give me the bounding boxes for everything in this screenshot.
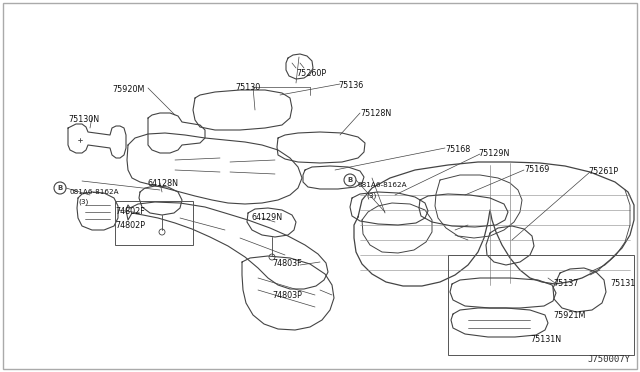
Text: 75129N: 75129N — [478, 150, 509, 158]
Text: 75131: 75131 — [610, 279, 636, 288]
Text: 64128N: 64128N — [148, 179, 179, 187]
Text: 75261P: 75261P — [588, 167, 618, 176]
Text: (3): (3) — [78, 199, 88, 205]
Bar — [115, 201, 193, 245]
Text: 75168: 75168 — [445, 145, 470, 154]
Text: 74802P: 74802P — [115, 221, 145, 230]
Text: 74802F: 74802F — [115, 208, 145, 217]
Text: 75920M: 75920M — [112, 86, 145, 94]
Text: (3): (3) — [366, 193, 376, 199]
Text: 75128N: 75128N — [360, 109, 391, 118]
Text: 75130N: 75130N — [68, 115, 99, 124]
Text: B: B — [58, 185, 63, 191]
Text: 75169: 75169 — [524, 166, 549, 174]
Text: B: B — [348, 177, 353, 183]
Text: J750007Y: J750007Y — [587, 355, 630, 364]
Bar — [448, 255, 634, 355]
Text: 64129N: 64129N — [252, 214, 283, 222]
Text: 75260P: 75260P — [296, 70, 326, 78]
Text: 75137: 75137 — [553, 279, 579, 288]
Text: 75131N: 75131N — [530, 336, 561, 344]
Text: 74803F: 74803F — [272, 260, 301, 269]
Text: 081A6-8162A: 081A6-8162A — [358, 182, 408, 188]
Text: 75921M: 75921M — [553, 311, 586, 320]
Text: 74803P: 74803P — [272, 291, 302, 299]
Text: 75130: 75130 — [235, 83, 260, 92]
Text: 081A6-8162A: 081A6-8162A — [70, 189, 120, 195]
Text: 75136: 75136 — [338, 81, 364, 90]
